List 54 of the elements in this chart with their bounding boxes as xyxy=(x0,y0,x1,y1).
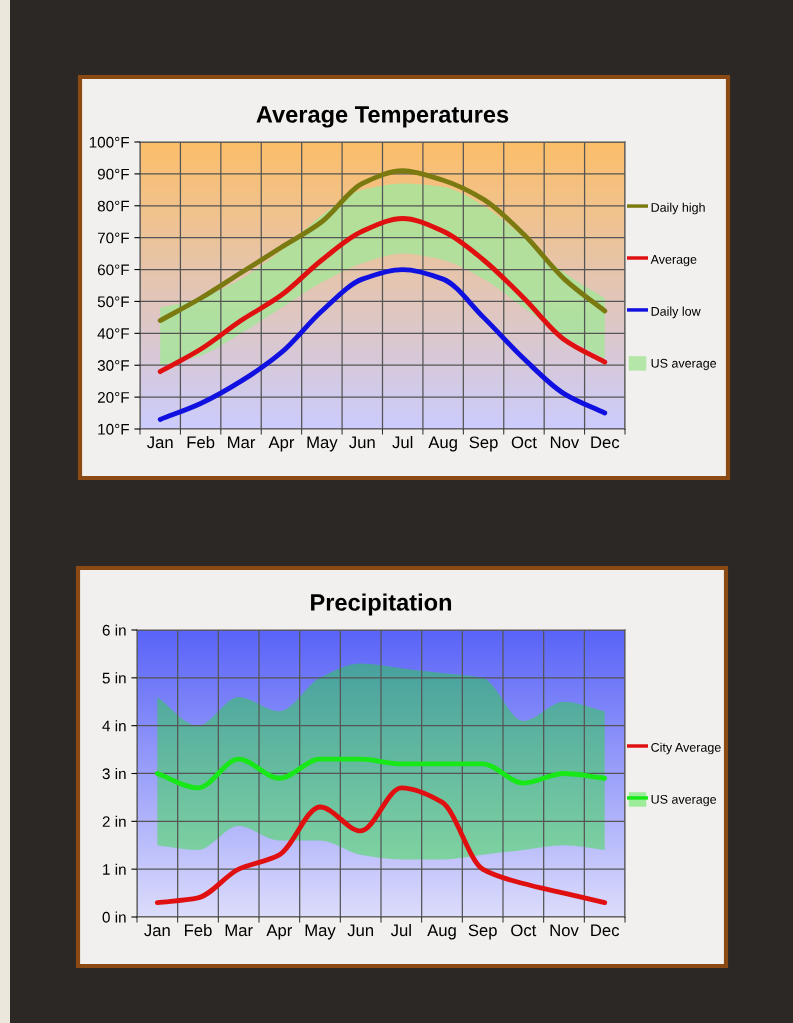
y-tick-label: 50°F xyxy=(97,296,129,308)
chart-title: Average Temperatures xyxy=(256,106,509,128)
y-tick-label: 5 in xyxy=(102,672,126,684)
y-tick-label: 70°F xyxy=(97,232,129,244)
x-tick-label: Jan xyxy=(144,924,170,937)
x-tick-label: Feb xyxy=(185,923,212,937)
y-tick-label: 0 in xyxy=(102,911,126,923)
x-tick-label: Sep xyxy=(469,436,498,452)
legend-label: Daily high xyxy=(651,202,705,215)
line-series xyxy=(157,267,608,422)
legend-label: US average xyxy=(651,794,717,807)
x-tick-label: Nov xyxy=(550,436,580,449)
x-tick-label: Jun xyxy=(347,924,374,937)
x-tick-label: Jul xyxy=(390,923,411,937)
legend-label: US average xyxy=(651,358,717,371)
y-tick-label: 10°F xyxy=(98,423,129,435)
x-tick-label: Feb xyxy=(187,435,215,449)
x-tick-label: Mar xyxy=(225,924,253,937)
y-tick-label: 4 in xyxy=(102,720,126,732)
y-tick-label: 30°F xyxy=(97,360,129,371)
chart-title: Precipitation xyxy=(311,593,452,616)
y-tick-label: 90°F xyxy=(97,168,129,180)
x-tick-label: Oct xyxy=(511,924,537,937)
y-tick-label: 60°F xyxy=(97,264,129,276)
x-tick-label: Jan xyxy=(147,436,173,449)
x-tick-label: Dec xyxy=(591,924,620,937)
x-tick-label: Jul xyxy=(392,435,413,449)
x-tick-label: Sep xyxy=(468,924,497,940)
y-tick-label: 6 in xyxy=(102,624,126,636)
legend-label: City Average xyxy=(651,742,721,755)
line-series xyxy=(157,216,608,375)
y-tick-label: 1 in xyxy=(103,863,126,875)
line-series xyxy=(157,168,608,324)
y-tick-label: 80°F xyxy=(97,200,129,212)
x-tick-label: Aug xyxy=(428,436,457,452)
y-tick-label: 3 in xyxy=(102,767,126,780)
x-tick-label: May xyxy=(307,436,338,452)
line-series xyxy=(154,785,608,906)
x-tick-label: Nov xyxy=(550,924,579,937)
y-tick-label: 100°F xyxy=(89,136,129,148)
y-tick-label: 20°F xyxy=(97,391,129,403)
y-tick-label: 40°F xyxy=(97,328,129,340)
legend-label: Average xyxy=(650,255,697,267)
legend-label: Daily low xyxy=(651,306,701,319)
x-tick-label: Mar xyxy=(228,436,256,449)
x-tick-label: Apr xyxy=(268,436,295,452)
y-tick-label: 2 in xyxy=(102,815,126,827)
x-tick-label: Jun xyxy=(349,436,375,449)
x-tick-label: Apr xyxy=(266,924,293,940)
x-tick-label: May xyxy=(305,924,336,940)
line-series xyxy=(154,756,608,791)
x-tick-label: Dec xyxy=(591,436,620,449)
x-tick-label: Oct xyxy=(511,436,537,449)
x-tick-label: Aug xyxy=(427,924,456,940)
